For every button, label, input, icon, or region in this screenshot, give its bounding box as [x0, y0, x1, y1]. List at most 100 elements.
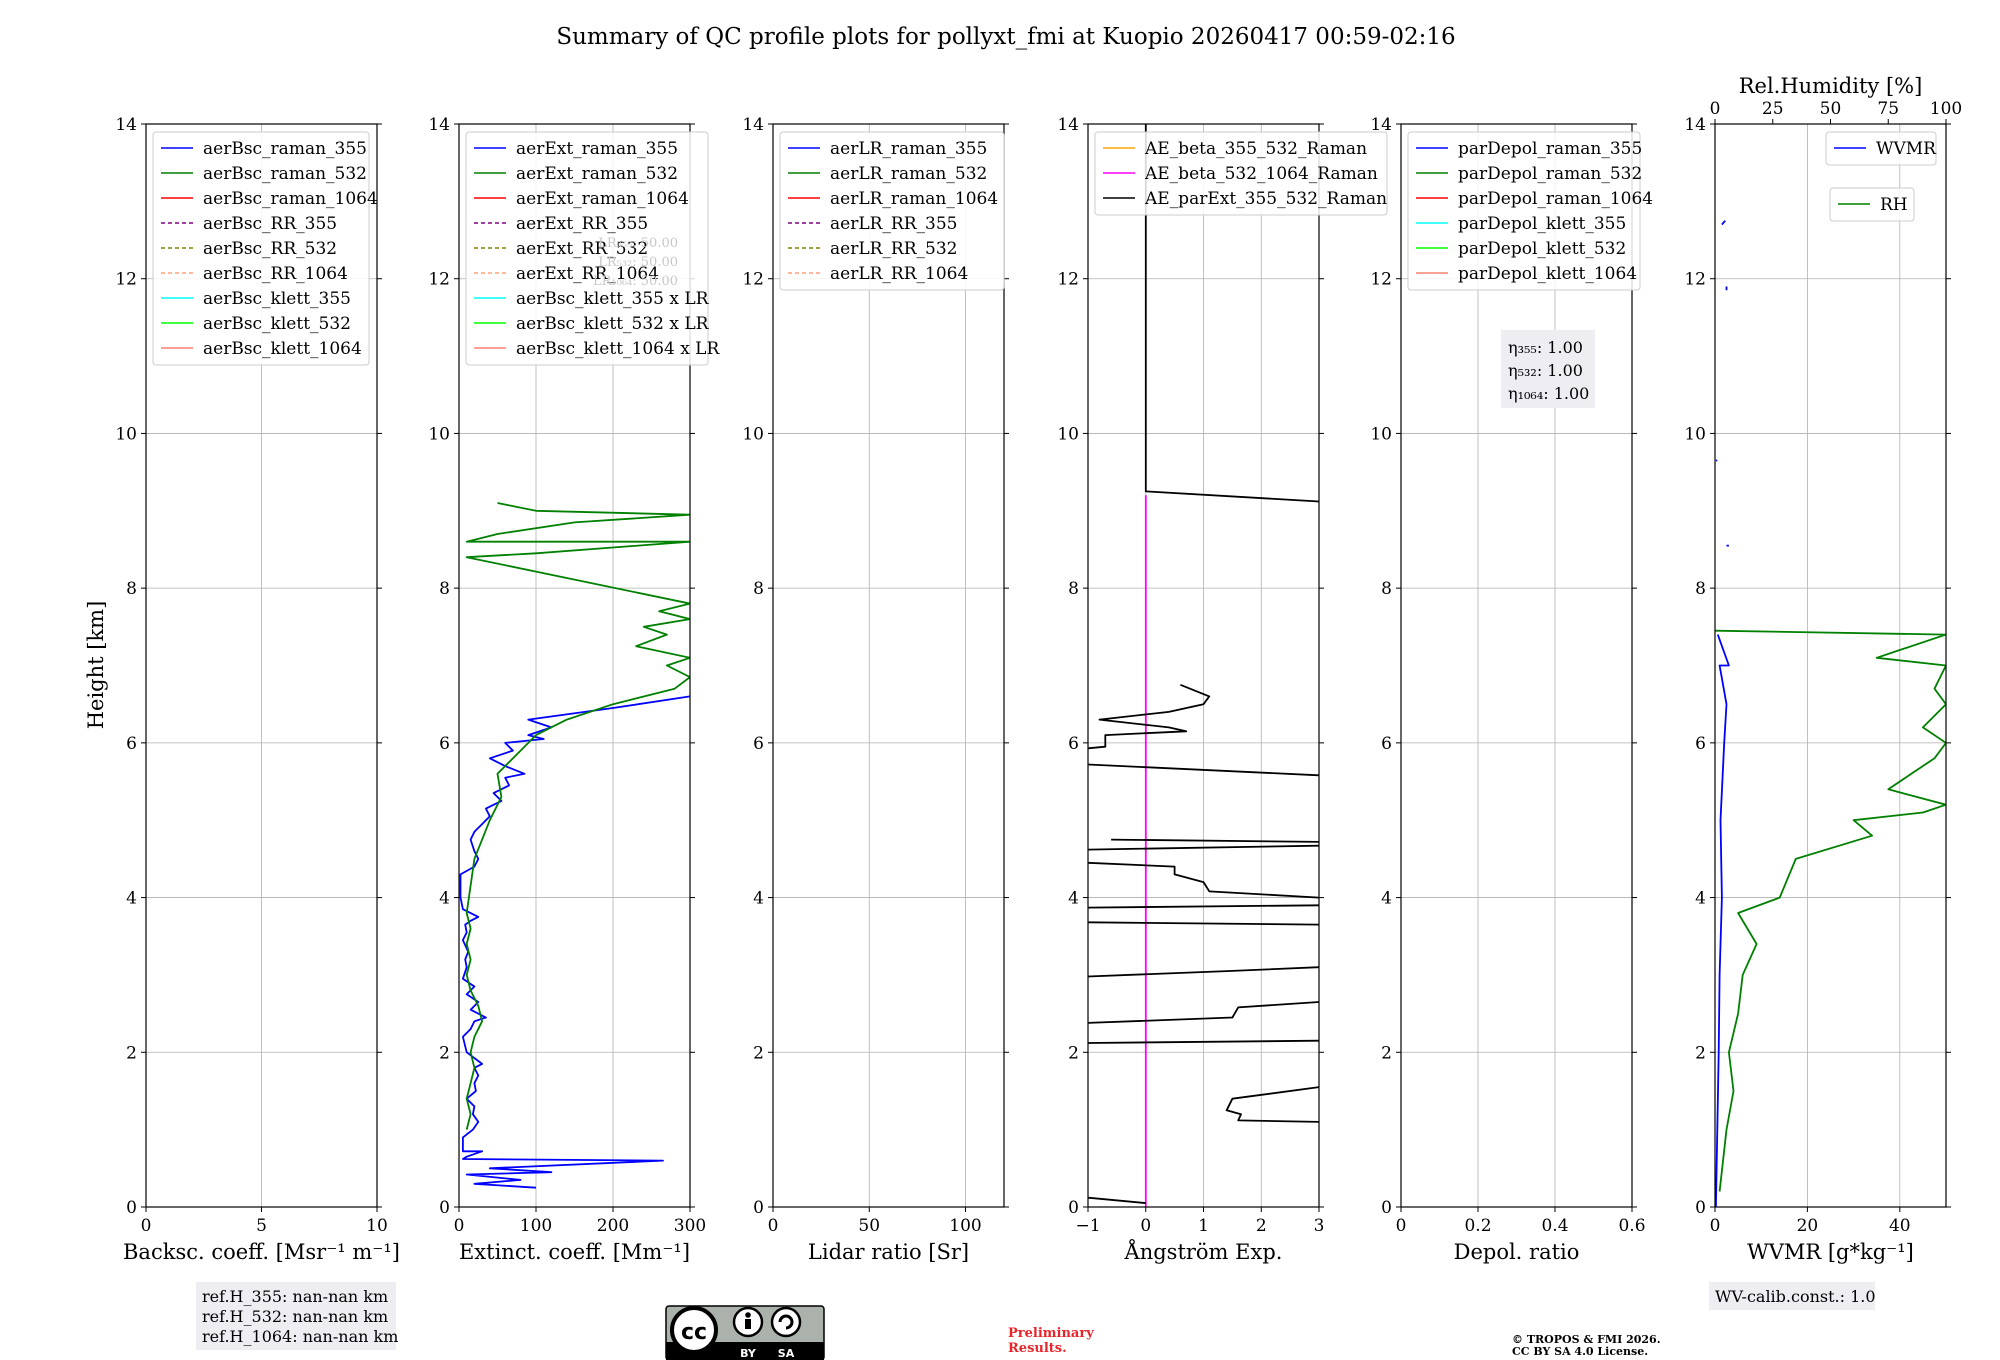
- y-tick-label-wv-0: 0: [1695, 1198, 1706, 1218]
- x-axis-label-depol: Depol. ratio: [1454, 1240, 1580, 1264]
- legend-label-lr-legend-5: aerLR_RR_1064: [830, 264, 968, 284]
- x-tick-label-ae-4: 3: [1314, 1216, 1325, 1236]
- y-tick-label-bsc-2: 4: [126, 889, 137, 909]
- y-tick-label-ae-5: 10: [1057, 424, 1079, 444]
- y-tick-label-depol-3: 6: [1381, 734, 1392, 754]
- y-tick-label-ext-4: 8: [439, 579, 450, 599]
- legend-box-bsc-legend: [152, 131, 370, 366]
- y-tick-label-lr-3: 6: [753, 734, 764, 754]
- legend-label-bsc-legend-7: aerBsc_klett_532: [203, 314, 351, 334]
- y-tick-label-wv-1: 2: [1695, 1043, 1706, 1063]
- y-tick-label-ext-6: 12: [428, 270, 450, 290]
- legend-label-ext-legend-7: aerBsc_klett_532 x LR: [516, 314, 710, 334]
- x-tick-label-ext-2: 200: [597, 1216, 629, 1236]
- x-tick-label-depol-1: 0.2: [1464, 1216, 1491, 1236]
- series-line-ext-aerExt_raman_532-1: [465, 502, 690, 1130]
- x2-tick-label-wv-2: 50: [1820, 99, 1842, 119]
- y-tick-label-bsc-3: 6: [126, 734, 137, 754]
- x-axis-label-ae: Ångström Exp.: [1124, 1239, 1283, 1264]
- panel-wv: 0 20 40 0 2 4 6 8 10 12 14 WVMR [g*kg⁻¹] 0 25 50 75 100 R…: [1684, 74, 1962, 1264]
- preliminary-line-1: Preliminary: [1008, 1326, 1094, 1341]
- x-tick-label-ext-3: 300: [674, 1216, 706, 1236]
- y-tick-label-lr-2: 4: [753, 889, 764, 909]
- legend-label-wv-legend-0: WVMR: [1876, 139, 1937, 159]
- legend-label-depol-legend-0: parDepol_raman_355: [1458, 139, 1642, 159]
- y-tick-label-ae-0: 0: [1068, 1198, 1079, 1218]
- series-group-wv: [1715, 220, 1946, 1207]
- y-tick-label-ext-7: 14: [428, 115, 450, 135]
- x2-axis-label-wv: Rel.Humidity [%]: [1739, 74, 1923, 98]
- legend-label-ae-legend-2: AE_parExt_355_532_Raman: [1144, 189, 1387, 209]
- x-tick-label-lr-1: 50: [858, 1216, 880, 1236]
- series-line-wv-RH-1: [1715, 629, 1946, 1192]
- legend-label-depol-legend-1: parDepol_raman_532: [1458, 164, 1642, 184]
- legend-label-bsc-legend-6: aerBsc_klett_355: [203, 289, 351, 309]
- legend-label-lr-legend-3: aerLR_RR_355: [830, 214, 957, 234]
- legend-label-ext-legend-3: aerExt_RR_355: [516, 214, 648, 234]
- refh-532: ref.H_532: nan-nan km: [202, 1307, 388, 1326]
- x-tick-label-bsc-1: 5: [256, 1216, 267, 1236]
- x-tick-label-wv-1: 20: [1797, 1216, 1819, 1236]
- y-tick-label-ae-3: 6: [1068, 734, 1079, 754]
- legend-label-ae-legend-0: AE_beta_355_532_Raman: [1144, 139, 1367, 159]
- preliminary-line-2: Results.: [1008, 1341, 1067, 1356]
- y-tick-label-wv-7: 14: [1684, 115, 1706, 135]
- license-sa: SA: [778, 1347, 795, 1360]
- legend-label-ext-legend-8: aerBsc_klett_1064 x LR: [516, 339, 720, 359]
- legend-box-ext-legend: [465, 131, 709, 366]
- y-tick-label-lr-6: 12: [742, 270, 764, 290]
- y-tick-label-wv-3: 6: [1695, 734, 1706, 754]
- x-tick-label-bsc-2: 10: [366, 1216, 388, 1236]
- license-by: BY: [740, 1347, 757, 1360]
- x-tick-label-wv-2: 40: [1889, 1216, 1911, 1236]
- copyright-line-2: CC BY SA 4.0 License.: [1512, 1345, 1648, 1358]
- legend-label-bsc-legend-8: aerBsc_klett_1064: [203, 339, 362, 359]
- legend-box-lr-legend: [779, 131, 1005, 291]
- y-tick-label-ae-6: 12: [1057, 270, 1079, 290]
- annotation-line-depol-2: η₁₀₆₄: 1.00: [1508, 384, 1589, 403]
- cc-license-badge: cc BY SA: [665, 1305, 825, 1360]
- legend-label-lr-legend-1: aerLR_raman_532: [830, 164, 987, 184]
- annotation-line-ext-2: LR₁₀₆₄: 50.00: [593, 274, 678, 289]
- series-line-wv-WVMR-0: [1715, 220, 1730, 1207]
- wv-calib-text: WV-calib.const.: 1.0: [1715, 1287, 1876, 1306]
- y-tick-label-wv-6: 12: [1684, 270, 1706, 290]
- y-tick-label-lr-0: 0: [753, 1198, 764, 1218]
- y-tick-label-ae-2: 4: [1068, 889, 1079, 909]
- x2-tick-label-wv-3: 75: [1877, 99, 1899, 119]
- legend-label-bsc-legend-5: aerBsc_RR_1064: [203, 264, 348, 284]
- sa-sharealike-icon: [770, 1306, 802, 1338]
- y-tick-label-bsc-6: 12: [115, 270, 137, 290]
- legend-label-lr-legend-0: aerLR_raman_355: [830, 139, 987, 159]
- legend-box-wv-legend2: [1829, 187, 1915, 222]
- series-group-ae: [1088, 124, 1319, 1207]
- y-tick-label-ae-7: 14: [1057, 115, 1079, 135]
- y-tick-label-depol-4: 8: [1381, 579, 1392, 599]
- legend-label-ext-legend-4: aerExt_RR_532: [516, 239, 648, 259]
- panel-ext: 0 100 200 300 0 2 4 6 8 10 12 14 Extinct. coeff. [Mm…: [428, 115, 720, 1264]
- legend-label-bsc-legend-2: aerBsc_raman_1064: [203, 189, 378, 209]
- y-tick-label-wv-5: 10: [1684, 424, 1706, 444]
- legend-label-depol-legend-2: parDepol_raman_1064: [1458, 189, 1653, 209]
- x-axis-label-bsc: Backsc. coeff. [Msr⁻¹ m⁻¹]: [123, 1240, 400, 1264]
- x-tick-label-lr-2: 100: [949, 1216, 981, 1236]
- series-line-ae-AE_parExt_355_532_Raman-2: [1144, 124, 1319, 503]
- x-tick-label-lr-0: 0: [768, 1216, 779, 1236]
- annotation-line-ext-1: LR₅₃₂: 50.00: [598, 255, 678, 270]
- plot-frame-depol: [1400, 123, 1633, 1208]
- y-tick-label-lr-5: 10: [742, 424, 764, 444]
- panel-bsc: 0 5 10 0 2 4 6 8 10 12 14 Backsc. coeff. [Msr⁻¹ m⁻¹…: [115, 115, 400, 1264]
- panel-depol: 0 0.2 0.4 0.6 0 2 4 6 8 10 12 14 Depol. ratio parDepo…: [1370, 115, 1653, 1264]
- x-axis-label-lr: Lidar ratio [Sr]: [808, 1240, 969, 1264]
- svg-text:cc: cc: [681, 1320, 707, 1345]
- legend-label-ext-legend-1: aerExt_raman_532: [516, 164, 678, 184]
- y-tick-label-depol-5: 10: [1370, 424, 1392, 444]
- y-axis-label: Height [km]: [84, 601, 108, 730]
- y-tick-label-lr-7: 14: [742, 115, 764, 135]
- legend-box-depol-legend: [1407, 131, 1641, 291]
- plot-frame-wv: [1714, 123, 1947, 1208]
- x-axis-label-ext: Extinct. coeff. [Mm⁻¹]: [459, 1240, 690, 1264]
- wv-calib-box: WV-calib.const.: 1.0: [1709, 1282, 1876, 1310]
